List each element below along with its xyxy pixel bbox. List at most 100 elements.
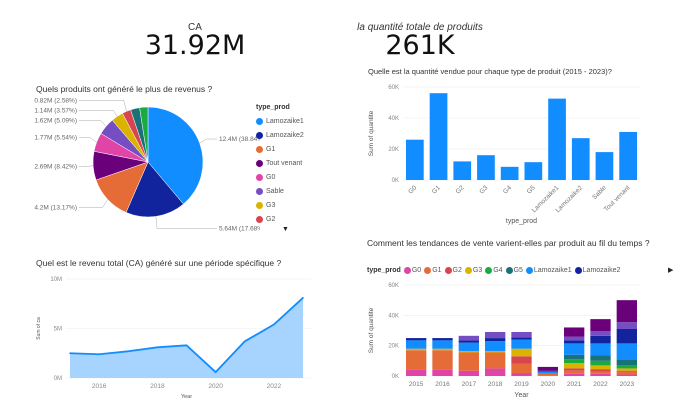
stacked-bar-segment bbox=[511, 339, 532, 349]
pie-leader-line bbox=[79, 165, 94, 167]
stacked-legend-item[interactable]: G5 bbox=[505, 263, 523, 277]
stacked-bar-segment bbox=[616, 322, 637, 329]
stacked-bar-segment bbox=[458, 352, 479, 371]
stacked-legend-title: type_prod bbox=[367, 266, 401, 274]
kpi-quantity-value: 261K bbox=[385, 30, 455, 61]
x-tick-label: G4 bbox=[502, 184, 513, 195]
stacked-title: Comment les tendances de vente varient-e… bbox=[367, 238, 650, 248]
stacked-bar-segment bbox=[511, 337, 532, 340]
x-tick-label: 2021 bbox=[567, 381, 582, 388]
legend-label: Lamozaike2 bbox=[582, 266, 621, 274]
legend-scroll-right-icon[interactable]: ▶ bbox=[668, 267, 674, 274]
stacked-legend-item[interactable]: G4 bbox=[485, 263, 503, 277]
stacked-bar-segment bbox=[537, 372, 558, 374]
data-point bbox=[243, 340, 246, 343]
data-point bbox=[273, 323, 275, 326]
legend-label: G0 bbox=[411, 266, 422, 274]
stacked-bar-segment bbox=[616, 371, 637, 375]
legend-dot-icon bbox=[485, 266, 493, 274]
stacked-bar-segment bbox=[564, 373, 585, 376]
stacked-bar-segment bbox=[564, 327, 585, 337]
stacked-legend-item[interactable]: G2 bbox=[444, 263, 462, 277]
stacked-legend-item[interactable]: G0 bbox=[403, 263, 422, 277]
data-point bbox=[214, 371, 217, 373]
pie-legend-item[interactable]: G2 bbox=[256, 212, 304, 226]
y-tick-label: 20K bbox=[388, 147, 399, 153]
data-point bbox=[185, 344, 188, 347]
pie-legend-item[interactable]: Tout venant bbox=[256, 156, 304, 170]
stacked-bar-segment bbox=[616, 300, 637, 323]
pie-legend-item[interactable]: Lamozaike2 bbox=[256, 128, 304, 142]
legend-dot-icon bbox=[256, 173, 263, 181]
pie-data-label: 12.4M (38.84%) bbox=[219, 136, 260, 143]
x-tick-label: 2019 bbox=[514, 381, 529, 388]
stacked-bar-segment bbox=[590, 319, 611, 332]
stacked-bar-segment bbox=[432, 340, 453, 349]
data-point bbox=[156, 346, 159, 349]
stacked-bar-segment bbox=[432, 338, 453, 341]
pie-legend-item[interactable]: G0 bbox=[256, 170, 304, 184]
legend-label: Lamozaike1 bbox=[533, 266, 572, 274]
legend-label: Sable bbox=[266, 187, 284, 195]
data-point bbox=[98, 353, 100, 356]
legend-dot-icon bbox=[256, 117, 263, 125]
pie-legend-title: type_prod bbox=[256, 103, 290, 111]
data-point bbox=[127, 350, 130, 353]
stacked-legend-item[interactable]: Lamozaike1 bbox=[525, 263, 572, 277]
area-fill bbox=[70, 297, 303, 378]
stacked-legend-item[interactable]: G1 bbox=[424, 263, 442, 277]
stacked-bar-segment bbox=[616, 328, 637, 344]
x-tick-label: 2016 bbox=[92, 383, 107, 390]
area-chart: 0M 5M 10M Sum of ca 2016 2018 2020 2022 Year bbox=[36, 277, 311, 400]
stacked-bar-segment bbox=[590, 365, 611, 370]
kpi-ca-value: 31.92M bbox=[144, 30, 246, 61]
pie-legend-item[interactable]: G1 bbox=[256, 142, 304, 156]
x-tick-label: 2016 bbox=[435, 381, 450, 388]
legend-label: Lamozaike2 bbox=[266, 131, 304, 139]
legend-label: G1 bbox=[266, 145, 276, 153]
pie-legend-item[interactable]: G3 bbox=[256, 198, 304, 212]
stacked-bar-segment bbox=[590, 373, 611, 376]
x-tick-label: 2018 bbox=[488, 381, 503, 388]
x-tick-label: G0 bbox=[407, 184, 418, 195]
legend-label: G2 bbox=[266, 215, 276, 223]
stacked-bar-segment bbox=[537, 375, 558, 376]
stacked-bar-segment bbox=[485, 368, 506, 376]
x-tick-label: G2 bbox=[455, 184, 466, 195]
pie-slice bbox=[139, 106, 149, 163]
stacked-bar-segment bbox=[485, 352, 506, 369]
stacked-bar-segment bbox=[432, 350, 453, 370]
stacked-bar-segment bbox=[564, 340, 585, 344]
pie-legend: type_prod Lamozaike1 Lamozaike2 G1 Tout ven… bbox=[256, 100, 304, 233]
stacked-bar-segment bbox=[590, 335, 611, 344]
legend-scroll-down-icon[interactable]: ▼ bbox=[282, 226, 289, 233]
stacked-bar-chart: 0K 20K 40K 60K Sum of quantite 2015 2016 2017 20… bbox=[368, 283, 640, 399]
y-tick-label: 20K bbox=[388, 344, 399, 350]
legend-label: G3 bbox=[472, 266, 483, 274]
pie-leader-line bbox=[79, 199, 108, 208]
pie-data-label: 4.2M (13.17%) bbox=[34, 205, 77, 212]
pie-data-label: 1.77M (5.54%) bbox=[34, 135, 77, 142]
legend-dot-icon bbox=[256, 215, 263, 223]
y-tick-label: 5M bbox=[54, 327, 62, 333]
bar bbox=[453, 161, 472, 180]
stacked-legend-item[interactable]: Lamozaike2 bbox=[574, 263, 621, 277]
x-axis-title: Year bbox=[181, 394, 192, 400]
x-tick-label: 2023 bbox=[620, 381, 635, 388]
pie-data-label: 5.64M (17.68%) bbox=[219, 225, 260, 232]
stacked-bar-segment bbox=[564, 363, 585, 369]
y-axis-title: Sum of quantite bbox=[368, 307, 375, 353]
legend-label: G2 bbox=[452, 266, 462, 274]
stacked-bar-segment bbox=[537, 373, 558, 376]
x-axis-title: type_prod bbox=[506, 218, 537, 225]
bar bbox=[429, 93, 448, 180]
legend-dot-icon bbox=[256, 145, 263, 153]
pie-legend-item[interactable]: Lamozaike1 bbox=[256, 114, 304, 128]
pie-legend-item[interactable]: Sable bbox=[256, 184, 304, 198]
stacked-bar-segment bbox=[564, 368, 585, 371]
y-tick-label: 60K bbox=[388, 283, 399, 289]
x-axis-title: Year bbox=[514, 392, 529, 399]
stacked-bar-segment bbox=[511, 356, 532, 364]
stacked-legend-item[interactable]: G3 bbox=[464, 263, 483, 277]
data-point bbox=[69, 352, 71, 355]
